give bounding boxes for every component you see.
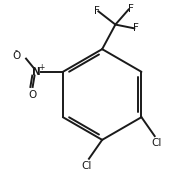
Text: N: N — [32, 67, 41, 77]
Text: O: O — [12, 51, 20, 61]
Text: Cl: Cl — [151, 138, 162, 148]
Text: F: F — [133, 23, 139, 33]
Text: +: + — [39, 63, 45, 72]
Text: Cl: Cl — [82, 161, 92, 171]
Text: F: F — [94, 6, 99, 16]
Text: F: F — [128, 5, 133, 14]
Text: -: - — [15, 46, 18, 56]
Text: O: O — [29, 90, 37, 100]
